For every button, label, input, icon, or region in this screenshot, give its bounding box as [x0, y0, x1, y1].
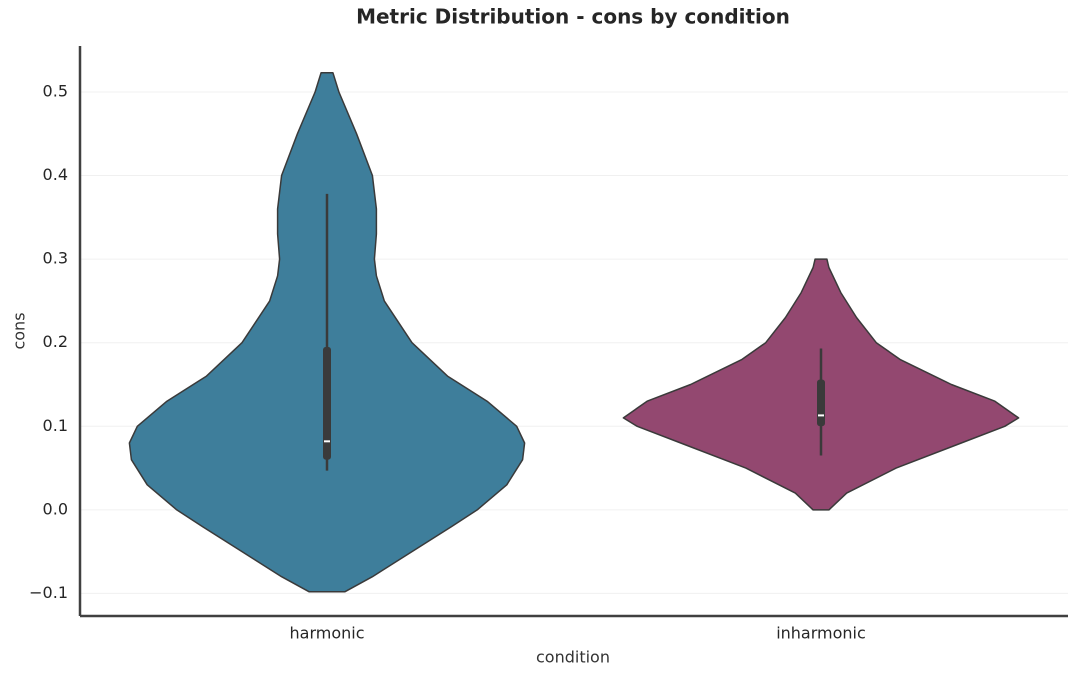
- x-tick-label: harmonic: [290, 624, 365, 643]
- chart-title: Metric Distribution - cons by condition: [356, 5, 790, 29]
- box: [323, 346, 331, 460]
- y-axis-label: cons: [10, 312, 29, 349]
- box: [817, 379, 825, 427]
- y-tick-label: 0.1: [43, 416, 68, 435]
- y-tick-label: −0.1: [29, 583, 68, 602]
- y-tick-label: 0.5: [43, 81, 68, 100]
- y-tick-label: 0.4: [43, 165, 68, 184]
- y-tick-label: 0.3: [43, 249, 68, 268]
- y-tick-label: 0.0: [43, 499, 68, 518]
- x-axis-label: condition: [536, 648, 610, 667]
- x-tick-label: inharmonic: [776, 624, 866, 643]
- y-tick-label: 0.2: [43, 332, 68, 351]
